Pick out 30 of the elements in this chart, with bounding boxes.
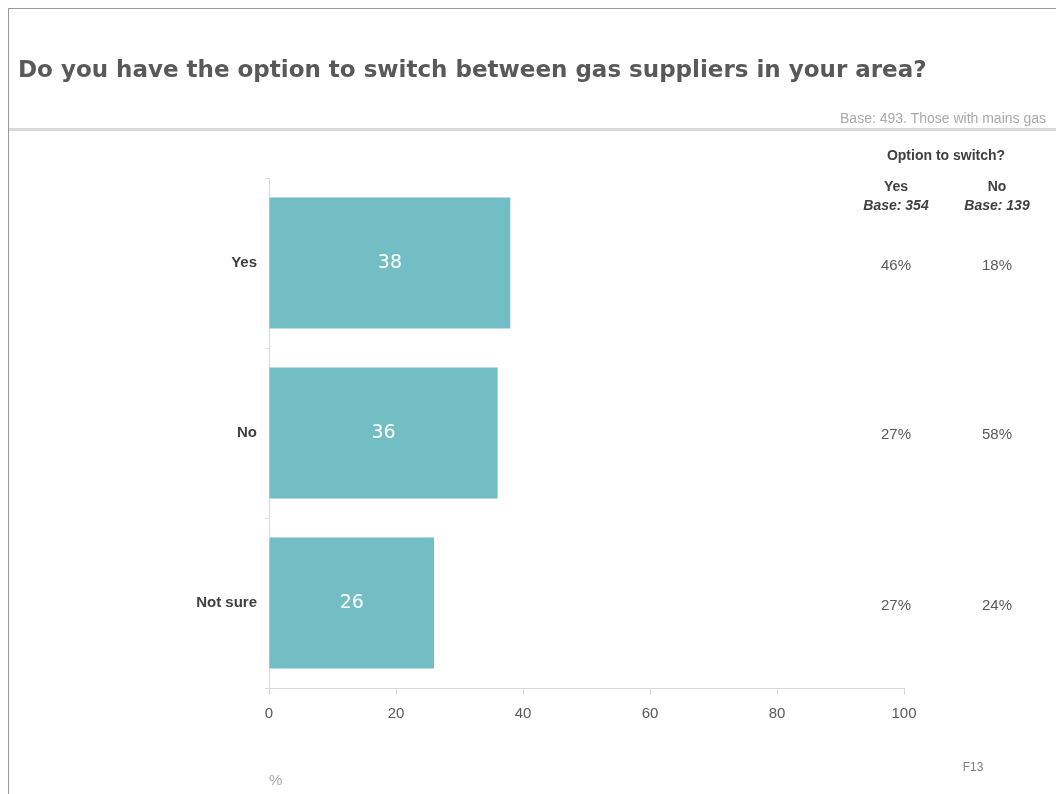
x-tick-label: 0 [264, 704, 274, 722]
annotation: 46% [880, 255, 912, 273]
y-tick-label: No [237, 423, 257, 441]
data-label: 36 [371, 419, 396, 442]
x-tick-label: 60 [641, 704, 659, 722]
bar [269, 197, 511, 329]
text: Base: 139 [964, 197, 1030, 213]
x-tick-label: 80 [768, 704, 786, 722]
x-tick-label: 20 [387, 704, 405, 722]
data-label: 26 [339, 589, 364, 612]
annotation: 27% [880, 424, 912, 442]
text: F13 [962, 760, 984, 774]
x-tick-label: 100 [891, 704, 917, 722]
text: No [987, 178, 1007, 194]
y-tick-label: Yes [231, 253, 257, 271]
chart-title: Do you have the option to switch between gas suppliers in your area? [18, 56, 927, 82]
annotation: Base: 354 [863, 197, 929, 213]
text: Option to switch? [886, 147, 1006, 163]
x-tick-label: 40 [514, 704, 532, 722]
text: 24% [981, 595, 1013, 613]
bar [269, 537, 435, 669]
annotation: Yes [883, 178, 909, 194]
text: 58% [981, 424, 1013, 442]
annotation: 27% [880, 595, 912, 613]
bar [269, 367, 498, 499]
text: Base: 493. Those with mains gas [840, 110, 1046, 126]
y-tick-label: Not sure [196, 593, 257, 611]
x-axis-title: % [269, 771, 283, 789]
text: 18% [981, 255, 1013, 273]
data-label: 38 [377, 249, 402, 272]
